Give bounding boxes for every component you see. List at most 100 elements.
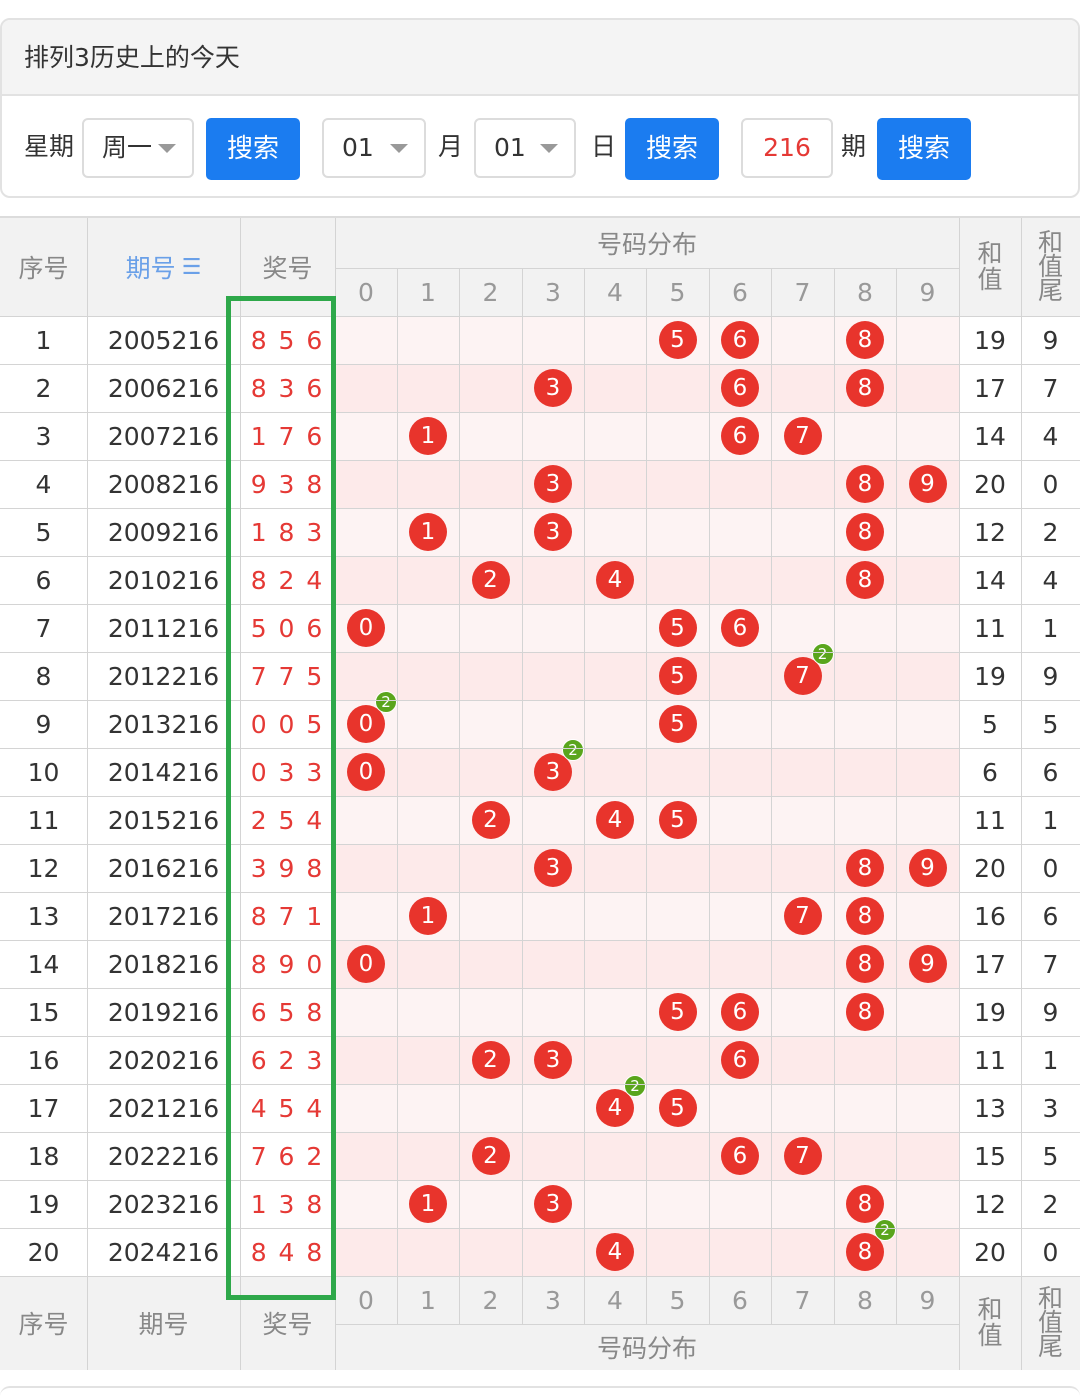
grid-line <box>0 940 1080 941</box>
row-index: 13 <box>27 901 60 931</box>
grid-line <box>0 604 1080 605</box>
row-index: 6 <box>35 565 52 595</box>
search-date-button[interactable]: 搜索 <box>625 118 719 180</box>
row-sum: 14 <box>974 421 1006 451</box>
number-ball: 2 <box>471 801 510 839</box>
number-ball: 4 <box>596 561 634 599</box>
header-prize: 奖号 <box>262 254 313 283</box>
number-ball: 5 <box>658 321 697 359</box>
row-prize: 0 3 3 <box>250 757 325 787</box>
footer-prize: 奖号 <box>262 1310 313 1339</box>
row-sum: 19 <box>974 325 1006 355</box>
number-ball: 8 <box>846 1233 884 1271</box>
row-prize: 8 9 0 <box>250 949 325 979</box>
row-period: 2023216 <box>107 1189 220 1219</box>
period-label: 期 <box>841 132 867 161</box>
header-digit-0: 0 <box>358 277 374 307</box>
number-ball: 8 <box>846 945 884 983</box>
row-period: 2019216 <box>107 997 220 1027</box>
number-ball: 7 <box>783 897 822 935</box>
weekday-value: 周一 <box>102 133 153 162</box>
row-sum-tail: 2 <box>1042 1189 1059 1219</box>
number-ball: 6 <box>721 417 759 455</box>
weekday-select[interactable]: 周一 <box>82 118 194 178</box>
history-table: 序号 期号 ☰ 奖号 号码分布 0 1 2 3 4 5 6 7 8 9 和值和值尾序号 期号 奖号 0 1 2 3 4 5 6 7… <box>0 216 1080 1370</box>
month-select[interactable]: 01 <box>322 118 426 178</box>
row-period: 2010216 <box>107 565 220 595</box>
number-ball: 5 <box>658 657 697 695</box>
header-digit-2: 2 <box>482 277 499 307</box>
footer-digit-2: 2 <box>482 1285 499 1315</box>
row-index: 3 <box>35 421 52 451</box>
row-prize: 8 4 8 <box>250 1237 325 1267</box>
row-sum-tail: 5 <box>1042 1141 1059 1171</box>
header-sum-tail: 和值尾 <box>1037 228 1063 305</box>
row-period: 2013216 <box>107 709 220 739</box>
number-ball: 4 <box>596 1233 634 1271</box>
grid-line <box>0 1132 1080 1133</box>
row-period: 2016216 <box>107 853 220 883</box>
row-prize: 8 5 6 <box>250 325 325 355</box>
footer-digit-7: 7 <box>794 1285 811 1315</box>
row-sum: 12 <box>974 1189 1006 1219</box>
row-prize: 1 3 8 <box>250 1189 325 1219</box>
row-sum-tail: 6 <box>1042 757 1059 787</box>
day-value: 01 <box>494 133 526 162</box>
row-sum-tail: 1 <box>1042 805 1059 835</box>
sort-icon[interactable]: ☰ <box>181 254 202 280</box>
grid-line <box>0 316 1080 317</box>
number-ball: 1 <box>409 513 447 551</box>
table-header <box>0 218 1080 316</box>
number-ball: 5 <box>658 705 697 743</box>
row-index: 19 <box>27 1189 60 1219</box>
row-period: 2020216 <box>107 1045 220 1075</box>
number-ball: 3 <box>534 849 572 887</box>
row-prize: 3 9 8 <box>250 853 325 883</box>
row-sum-tail: 4 <box>1042 421 1059 451</box>
number-ball: 8 <box>846 993 884 1031</box>
number-ball: 8 <box>846 897 884 935</box>
grid-line <box>0 1084 1080 1085</box>
row-sum: 17 <box>974 373 1006 403</box>
row-sum-tail: 7 <box>1042 949 1059 979</box>
distribution-row-bg <box>335 1132 959 1180</box>
row-sum-tail: 9 <box>1042 997 1059 1027</box>
row-period: 2005216 <box>107 325 220 355</box>
grid-line <box>1021 218 1022 1370</box>
row-prize: 1 8 3 <box>250 517 325 547</box>
number-ball: 9 <box>908 849 947 887</box>
day-select[interactable]: 01 <box>474 118 576 178</box>
number-ball: 3 <box>534 465 572 503</box>
footer-digit-6: 6 <box>732 1285 748 1315</box>
footer-sum-tail: 和值尾 <box>1037 1284 1063 1361</box>
footer-index: 序号 <box>18 1310 69 1339</box>
repeat-count-badge: 2 <box>811 643 834 665</box>
row-prize: 0 0 5 <box>250 709 325 739</box>
row-period: 2021216 <box>107 1093 220 1123</box>
search-weekday-button[interactable]: 搜索 <box>206 118 300 180</box>
footer-digit-4: 4 <box>607 1285 623 1315</box>
period-input[interactable]: 216 <box>741 118 833 178</box>
distribution-row-bg <box>335 1084 959 1132</box>
number-ball: 6 <box>721 993 759 1031</box>
row-index: 8 <box>35 661 52 691</box>
grid-line <box>240 218 241 1370</box>
header-period[interactable]: 期号 ☰ <box>87 218 240 316</box>
number-ball: 7 <box>783 657 822 695</box>
search-period-button[interactable]: 搜索 <box>877 118 971 180</box>
row-sum: 13 <box>974 1093 1006 1123</box>
row-prize: 8 2 4 <box>250 565 325 595</box>
distribution-row-bg <box>335 700 959 748</box>
month-value: 01 <box>342 133 374 162</box>
row-index: 9 <box>35 709 52 739</box>
number-ball: 8 <box>846 849 884 887</box>
row-period: 2015216 <box>107 805 220 835</box>
distribution-row-bg <box>335 604 959 652</box>
row-sum: 20 <box>974 469 1006 499</box>
grid-line <box>0 1036 1080 1037</box>
number-ball: 5 <box>658 1089 697 1127</box>
grid-line <box>0 892 1080 893</box>
header-digit-4: 4 <box>607 277 623 307</box>
row-period: 2011216 <box>107 613 220 643</box>
row-sum: 17 <box>974 949 1006 979</box>
